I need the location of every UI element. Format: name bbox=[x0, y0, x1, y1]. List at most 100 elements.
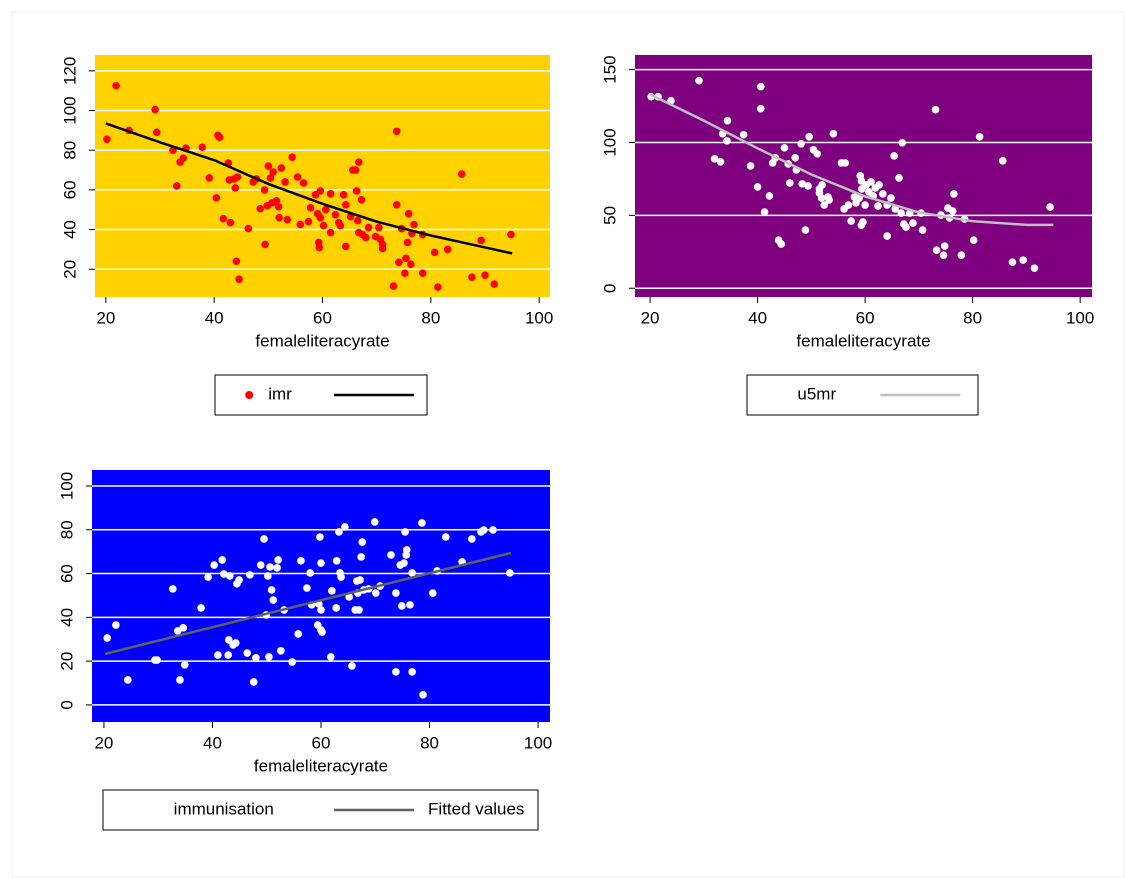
point bbox=[798, 180, 807, 188]
point bbox=[205, 174, 214, 182]
point bbox=[418, 519, 426, 527]
point bbox=[357, 196, 366, 204]
point bbox=[269, 168, 278, 176]
point bbox=[269, 596, 278, 604]
point bbox=[232, 257, 241, 266]
point bbox=[402, 546, 411, 554]
point bbox=[434, 283, 442, 291]
point bbox=[408, 569, 416, 577]
point bbox=[813, 150, 822, 158]
point bbox=[332, 604, 340, 612]
point bbox=[392, 589, 400, 597]
point bbox=[695, 76, 703, 85]
point bbox=[272, 196, 281, 205]
point bbox=[777, 240, 786, 248]
point bbox=[332, 557, 341, 565]
point bbox=[210, 561, 218, 569]
point bbox=[316, 533, 324, 541]
point bbox=[306, 569, 314, 577]
point bbox=[337, 573, 345, 581]
point bbox=[341, 523, 349, 531]
point bbox=[326, 228, 335, 237]
point bbox=[321, 205, 330, 214]
point bbox=[375, 223, 383, 232]
point bbox=[224, 636, 233, 644]
point bbox=[351, 166, 360, 174]
point bbox=[264, 162, 273, 170]
point bbox=[103, 634, 111, 642]
y-tick-label: 100 bbox=[60, 96, 79, 124]
point bbox=[197, 604, 205, 612]
point bbox=[266, 563, 274, 571]
legend-label: u5mr bbox=[797, 384, 836, 403]
x-tick-label: 40 bbox=[203, 733, 222, 752]
point bbox=[226, 572, 234, 580]
point bbox=[256, 204, 265, 213]
point bbox=[468, 535, 476, 543]
point bbox=[212, 194, 221, 202]
x-axis-label: femaleliteracyrate bbox=[254, 756, 388, 775]
point bbox=[418, 269, 427, 277]
point bbox=[198, 143, 207, 152]
point bbox=[179, 624, 187, 632]
point bbox=[507, 230, 515, 239]
point bbox=[151, 105, 159, 114]
point bbox=[401, 269, 409, 277]
point bbox=[403, 238, 412, 247]
legend-label: Fitted values bbox=[428, 799, 524, 818]
point bbox=[356, 576, 364, 584]
point bbox=[477, 236, 486, 245]
point bbox=[220, 570, 228, 578]
point bbox=[274, 202, 283, 211]
y-tick-label: 0 bbox=[600, 284, 619, 293]
point bbox=[1008, 258, 1017, 266]
point bbox=[339, 191, 348, 199]
point bbox=[256, 561, 265, 569]
point bbox=[265, 653, 273, 661]
point bbox=[297, 557, 305, 565]
point bbox=[179, 154, 188, 162]
x-tick-label: 60 bbox=[313, 308, 332, 327]
point bbox=[326, 190, 335, 198]
point bbox=[841, 159, 850, 167]
point bbox=[318, 628, 326, 636]
point bbox=[757, 104, 765, 113]
point bbox=[260, 186, 269, 194]
point bbox=[898, 138, 907, 147]
point bbox=[902, 223, 910, 231]
point bbox=[932, 246, 941, 255]
y-tick-label: 150 bbox=[600, 55, 619, 83]
y-tick-label: 60 bbox=[57, 564, 76, 583]
point bbox=[215, 133, 224, 142]
point bbox=[402, 254, 410, 263]
legend-swatch bbox=[774, 391, 783, 399]
point bbox=[998, 157, 1007, 165]
point bbox=[895, 174, 903, 182]
point bbox=[780, 144, 789, 152]
x-axis-label: femaleliteracyrate bbox=[255, 331, 389, 350]
point bbox=[818, 181, 826, 189]
plot-area bbox=[92, 470, 550, 722]
point bbox=[939, 251, 948, 259]
point bbox=[931, 105, 940, 114]
x-tick-label: 40 bbox=[748, 308, 767, 327]
point bbox=[294, 630, 303, 638]
point bbox=[244, 224, 253, 233]
point bbox=[1019, 256, 1027, 264]
point bbox=[739, 130, 748, 139]
point bbox=[957, 251, 966, 259]
point bbox=[392, 127, 401, 136]
point bbox=[326, 653, 335, 661]
point bbox=[331, 210, 340, 219]
point bbox=[408, 668, 416, 676]
x-tick-label: 20 bbox=[94, 733, 113, 752]
point bbox=[817, 194, 826, 202]
point bbox=[218, 556, 227, 564]
point bbox=[288, 658, 297, 666]
y-tick-label: 40 bbox=[60, 220, 79, 239]
point bbox=[874, 202, 882, 210]
point bbox=[353, 216, 362, 225]
point bbox=[757, 82, 765, 91]
point bbox=[753, 183, 762, 191]
point bbox=[348, 662, 356, 670]
